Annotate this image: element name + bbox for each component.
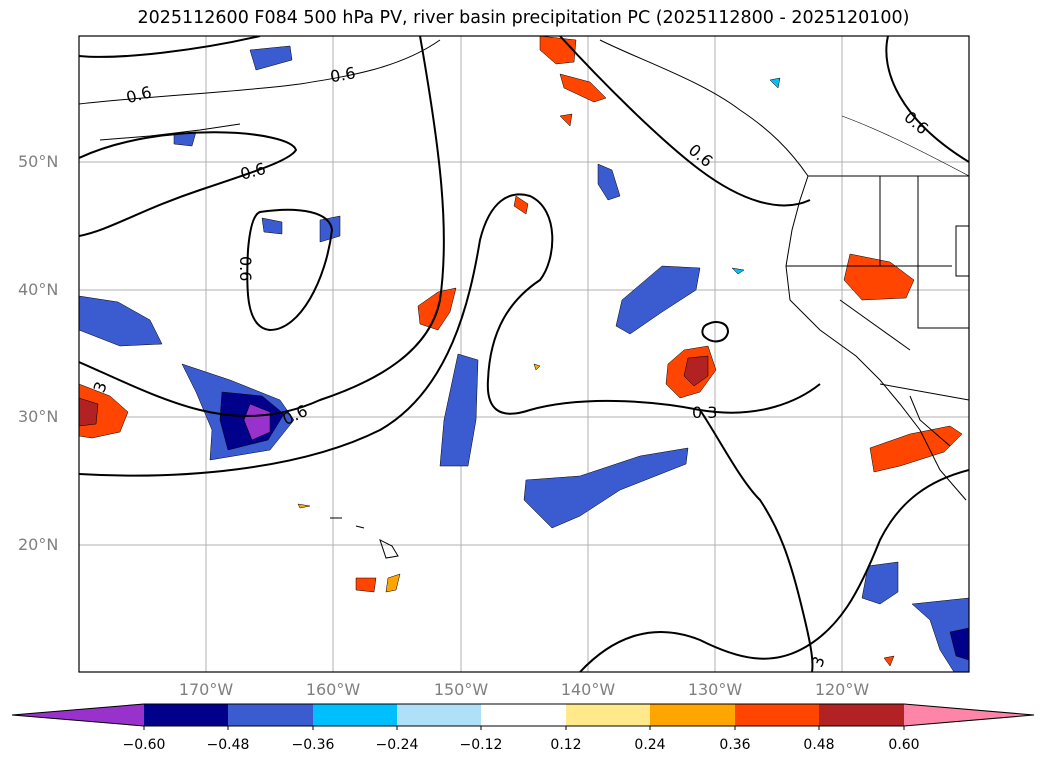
colorbar-segment [144,704,228,726]
map-title: 2025112600 F084 500 hPa PV, river basin … [137,8,910,28]
colorbar-tick-label: −0.36 [291,737,335,753]
pv-contour-line [559,36,811,207]
contour-label: 3 [807,654,828,670]
lat-label-40n: 40°N [18,280,59,299]
lat-label-50n: 50°N [18,152,59,171]
negative-anomaly-patch [523,447,689,529]
pv-contour-line [79,36,261,58]
positive-anomaly-patch [297,503,311,509]
colorbar-tick-label: −0.12 [459,737,503,753]
pv-contour-line [79,131,298,237]
colorbar-segment [313,704,397,726]
positive-anomaly-patch [683,355,709,387]
lon-label-170w: 170°W [178,680,234,699]
negative-anomaly-patch [731,267,745,275]
positive-anomaly-patch [539,36,577,65]
contour-label: 0.3 [692,403,717,422]
lon-label-150w: 150°W [433,680,489,699]
negative-anomaly-patch [261,217,283,235]
colorbar-tick-label: 0.36 [719,737,751,753]
contour-label: 0.6 [124,82,154,107]
colorbar-tick-label: −0.48 [206,737,250,753]
colorbar-tick-label: 0.24 [634,737,666,753]
negative-anomaly-patch [911,597,969,672]
colorbar-segment [228,704,313,726]
positive-anomaly-patch [355,577,377,593]
lat-label-30n: 30°N [18,407,59,426]
positive-anomaly-patch [843,253,915,301]
colorbar-tick-label: −0.60 [122,737,166,753]
negative-anomaly-patch [769,77,781,89]
colorbar-extend-high [904,704,1034,726]
lon-label-140w: 140°W [560,680,616,699]
positive-anomaly-patch [79,397,99,427]
colorbar-segment [481,704,566,726]
pv-contours [79,36,969,672]
negative-anomaly-patch [615,265,701,335]
contour-label: 0.6 [685,140,717,171]
lon-label-120w: 120°W [814,680,870,699]
negative-anomaly-patch [249,45,293,71]
pv-contour-line [79,36,445,417]
contour-label: 0.6 [900,107,932,138]
colorbar [11,703,1035,730]
positive-anomaly-patch [513,195,529,215]
negative-anomaly-patch [949,627,969,661]
positive-anomaly-patch [883,655,895,667]
negative-anomaly-patch [243,403,271,441]
colorbar-tick-label: 0.12 [550,737,582,753]
colorbar-extend-low [12,704,144,726]
contour-label: 0.6 [238,159,268,184]
colorbar-tick-label: 0.48 [803,737,835,753]
colorbar-segment [819,704,904,726]
pv-contour-line [246,208,334,332]
negative-anomaly-patch [79,295,163,347]
lon-label-130w: 130°W [687,680,743,699]
colorbar-tick-label: −0.24 [375,737,419,753]
map-frame [78,35,970,673]
negative-anomaly-patch [861,561,899,605]
negative-anomaly-patch [439,353,479,467]
negative-anomaly-patch [597,163,621,201]
pv-contour-line [79,193,821,477]
colorbar-segment [735,704,819,726]
colorbar-segment [397,704,481,726]
pv-contour-line [885,36,969,163]
negative-anomaly-patch [319,215,341,243]
precip-shading [79,36,969,672]
lon-label-160w: 160°W [305,680,361,699]
graticule [79,36,969,672]
positive-anomaly-patch [559,73,607,103]
positive-anomaly-patch [559,113,573,127]
colorbar-segment [650,704,735,726]
pv-contour-line [701,321,730,343]
contour-label: 0.6 [236,256,255,281]
coastlines [79,39,969,559]
pv-contour-line [699,409,814,672]
positive-anomaly-patch [869,425,963,473]
positive-anomaly-patch [385,573,401,593]
map-plot-area: 0.6 0.6 0.6 0.6 0.6 0.6 0.6 0.3 3 3 [79,36,969,672]
pv-contour-line [579,469,969,672]
contour-label: 0.6 [329,63,357,86]
contour-labels: 0.6 0.6 0.6 0.6 0.6 0.6 0.6 0.3 3 3 [89,63,932,670]
colorbar-tick-label: 0.60 [888,737,920,753]
colorbar-segment [566,704,650,726]
positive-anomaly-patch [533,363,541,371]
lat-label-20n: 20°N [18,535,59,554]
